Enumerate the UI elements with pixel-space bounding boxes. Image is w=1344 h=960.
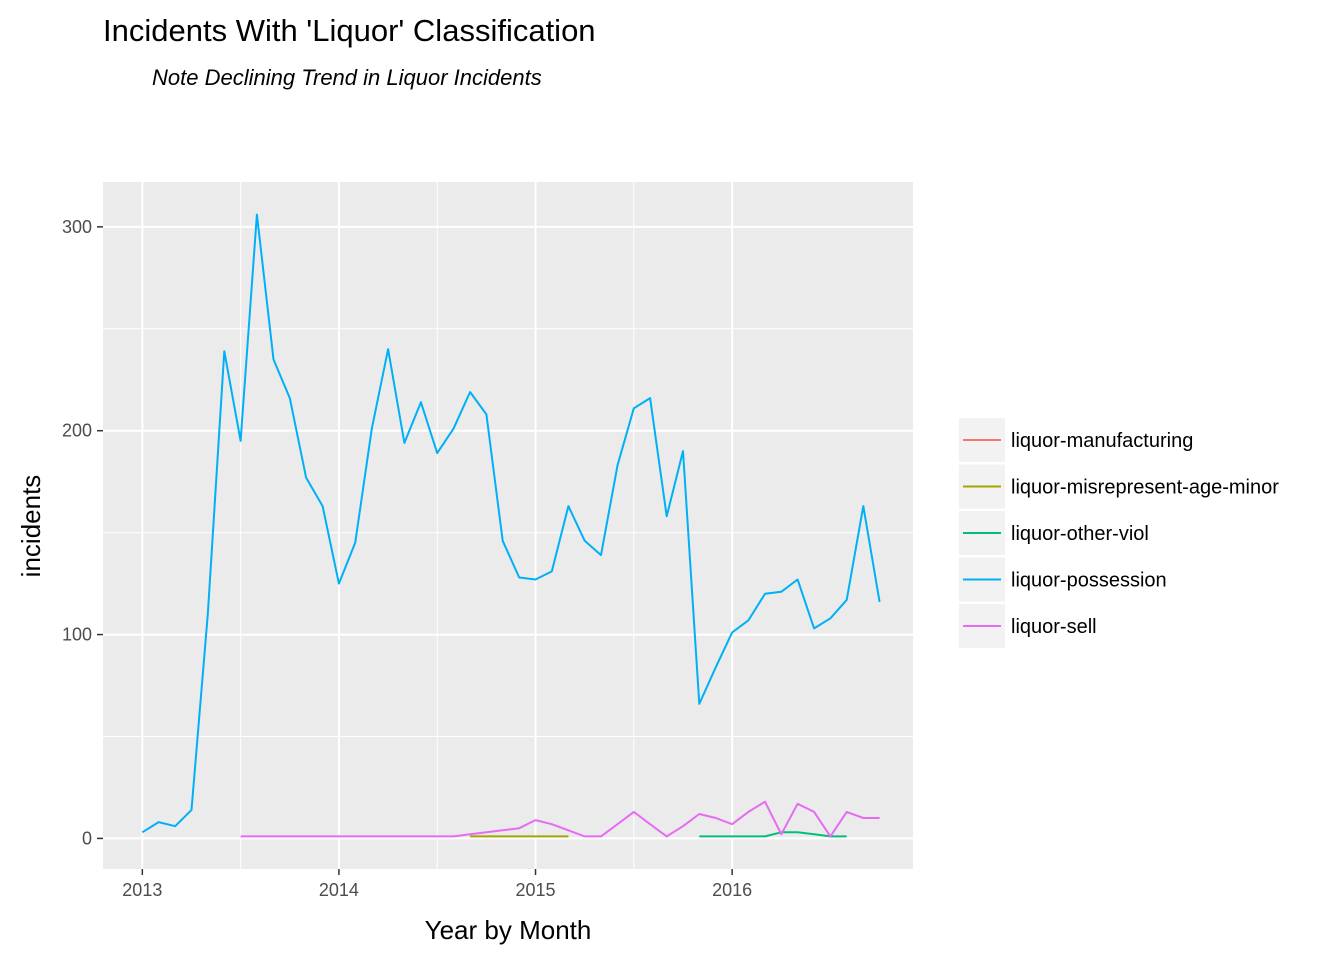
y-axis: 0 100 200 300 (62, 217, 103, 848)
x-axis-title: Year by Month (425, 915, 592, 945)
chart-subtitle: Note Declining Trend in Liquor Incidents (152, 65, 542, 90)
legend-label: liquor-misrepresent-age-minor (1011, 477, 1279, 499)
legend-label: liquor-manufacturing (1011, 430, 1193, 452)
legend-label: liquor-other-viol (1011, 523, 1149, 545)
y-tick-label: 0 (82, 828, 92, 848)
series-line-liquor-sell (240, 800, 880, 838)
y-tick-label: 100 (62, 625, 92, 645)
x-axis: 2013 2014 2015 2016 (122, 869, 752, 900)
x-tick-label: 2013 (122, 880, 162, 900)
x-tick-label: 2016 (712, 880, 752, 900)
y-tick-label: 200 (62, 421, 92, 441)
legend: liquor-manufacturing liquor-misrepresent-… (959, 418, 1279, 648)
y-tick-label: 300 (62, 217, 92, 237)
y-axis-title: incidents (16, 475, 46, 578)
x-tick-label: 2015 (516, 880, 556, 900)
plot-panel (103, 182, 913, 869)
grid-major (103, 182, 913, 869)
legend-label: liquor-sell (1011, 616, 1097, 638)
x-tick-label: 2014 (319, 880, 359, 900)
grid-minor (103, 182, 913, 869)
chart-title: Incidents With 'Liquor' Classification (103, 13, 596, 48)
series-line-liquor-other-viol (699, 831, 847, 838)
legend-label: liquor-possession (1011, 570, 1167, 592)
series-line-liquor-possession (141, 213, 881, 834)
series-lines (141, 213, 881, 838)
